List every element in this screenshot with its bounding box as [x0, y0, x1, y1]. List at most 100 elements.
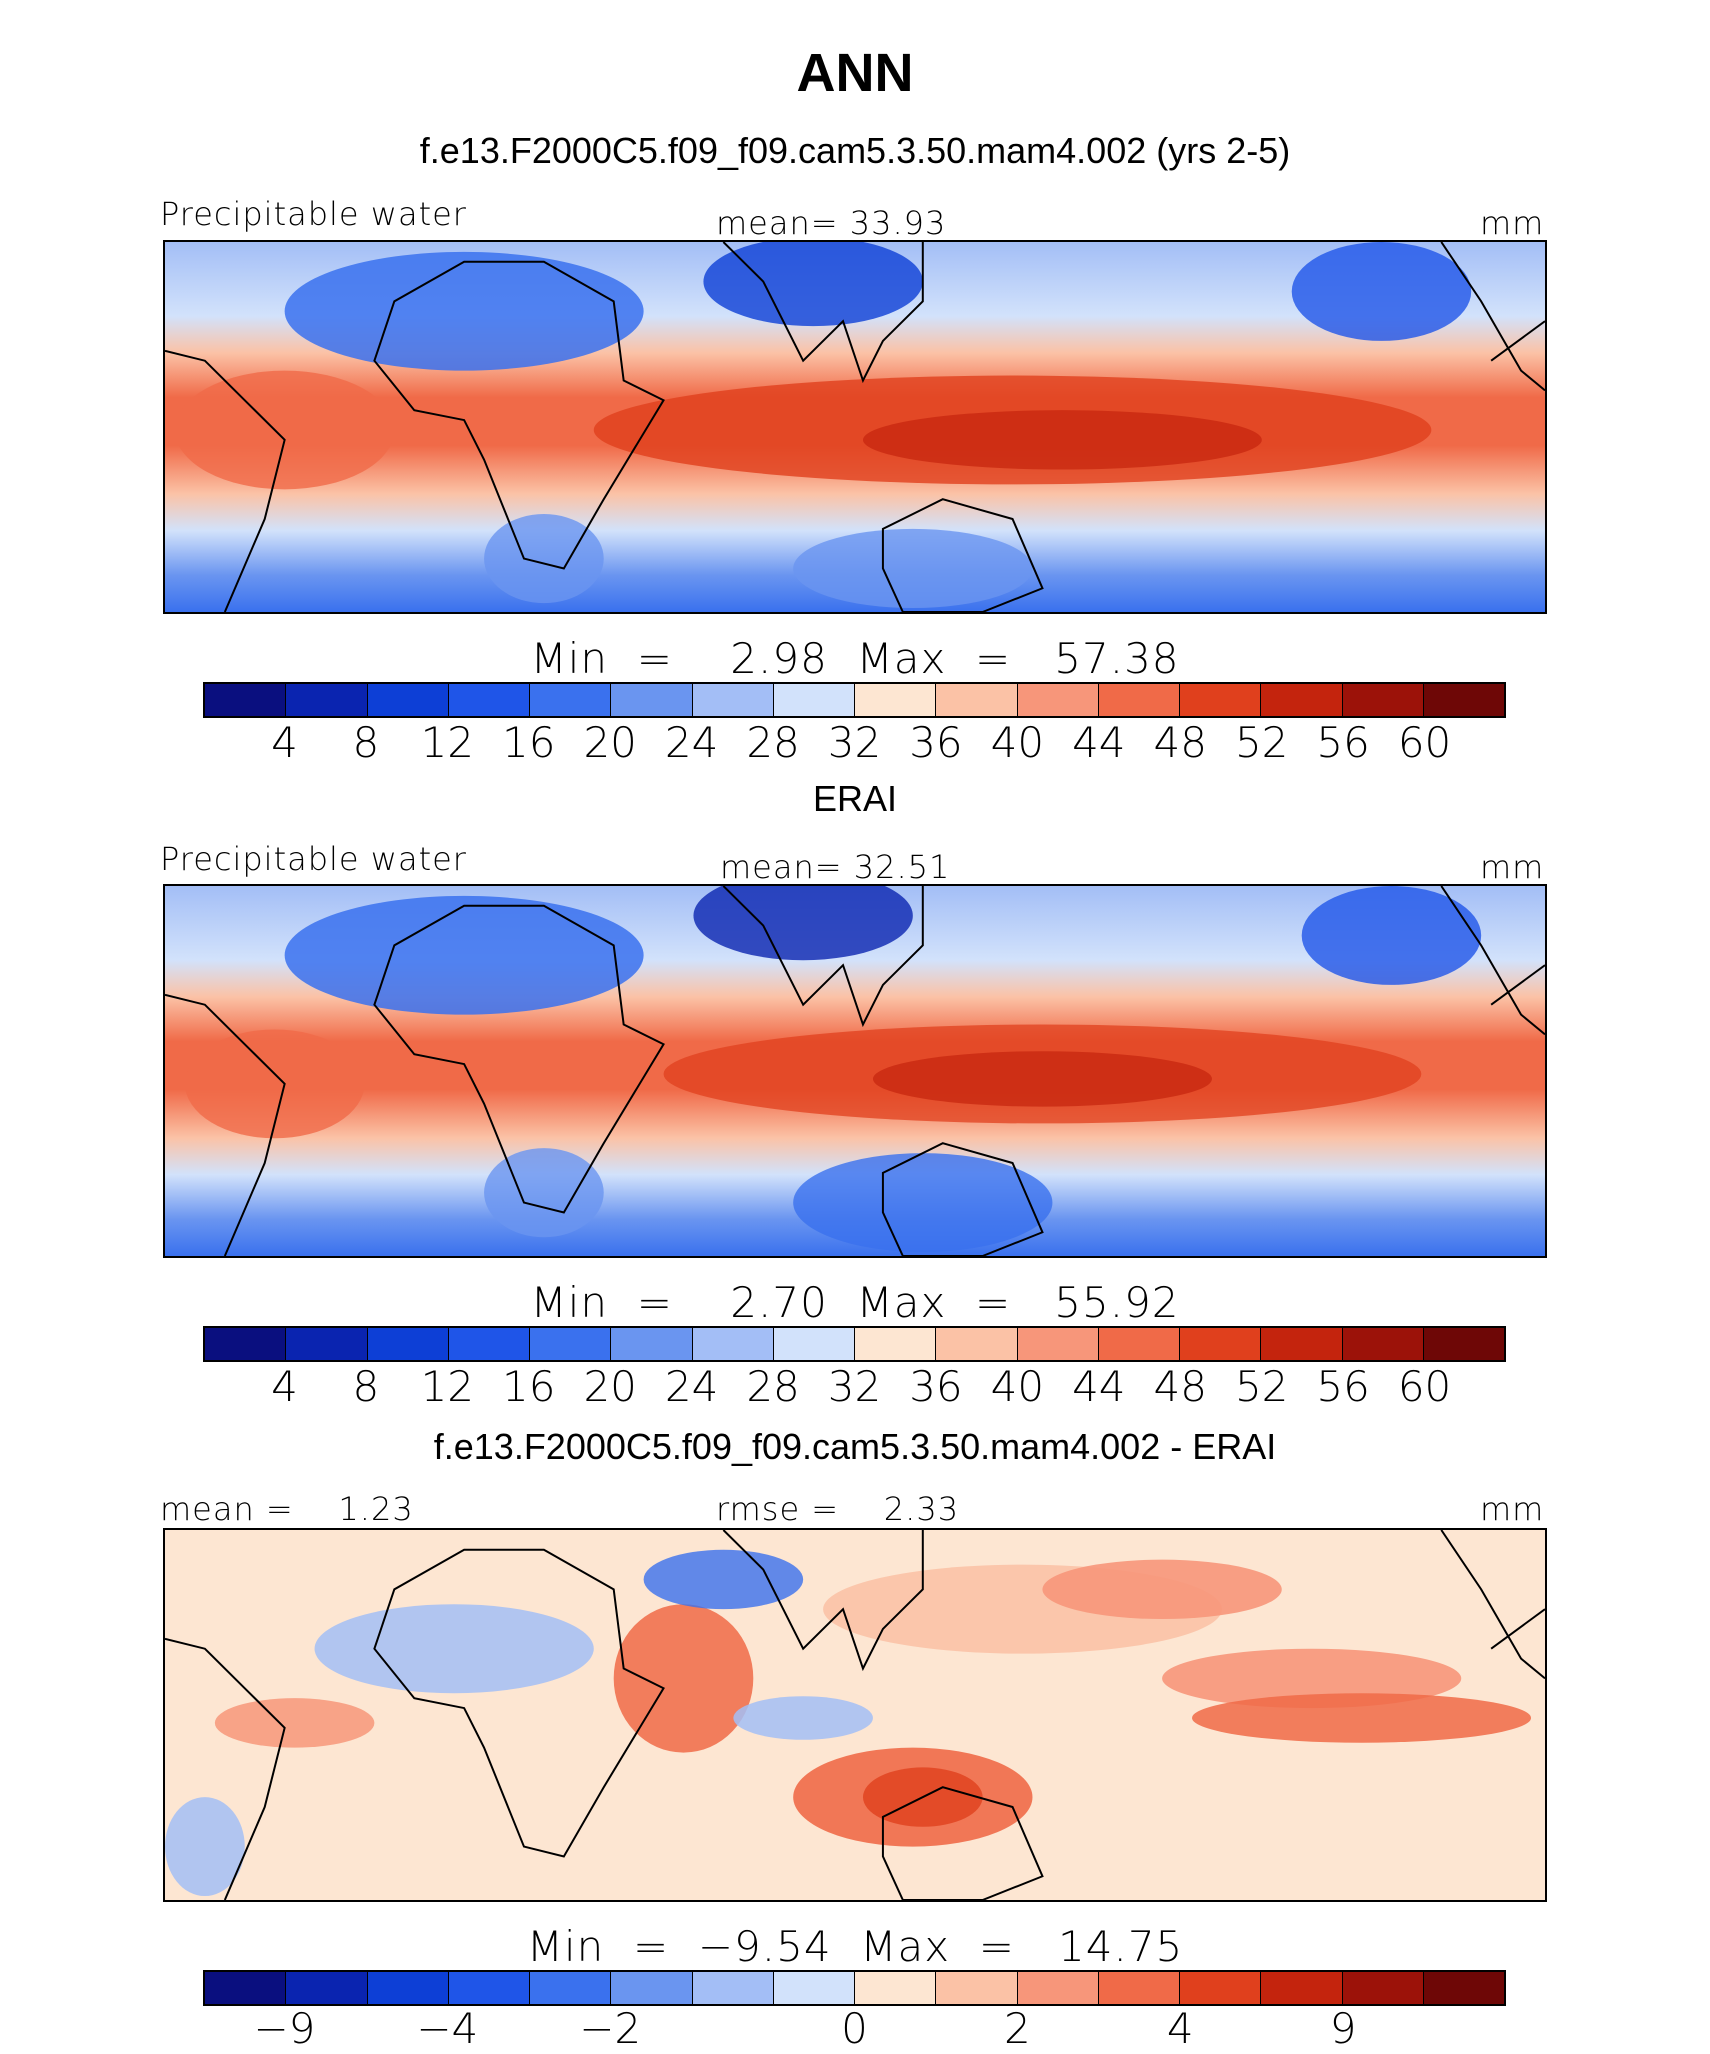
panel3-colorbar-cell [1017, 1972, 1099, 2004]
panel2-colorbar-cell [448, 1328, 530, 1360]
panel2-units-label: mm [1480, 848, 1545, 886]
panel2-tick-label: 48 [1153, 1362, 1207, 1411]
panel2-tick-label: 16 [502, 1362, 556, 1411]
panel1-map [163, 240, 1547, 614]
panel1-minmax: Min = 2.98 Max = 57.38 [530, 634, 1180, 683]
panel1-colorbar-cell [1261, 684, 1343, 716]
panel2-tick-label: 44 [1072, 1362, 1126, 1411]
panel2-minmax: Min = 2.70 Max = 55.92 [530, 1278, 1180, 1327]
panel1-colorbar-cell [367, 684, 449, 716]
panel3-colorbar-cell [1261, 1972, 1343, 2004]
panel2-tick-label: 36 [909, 1362, 963, 1411]
panel1-tick-label: 44 [1072, 718, 1126, 767]
panel1-colorbar [203, 682, 1506, 718]
panel1-colorbar-cell [1342, 684, 1424, 716]
panel3-colorbar-cell [936, 1972, 1018, 2004]
panel3-colorbar-ticks: −9 −4 −2 0 2 4 9 [203, 2004, 1506, 2054]
panel2-tick-label: 56 [1316, 1362, 1370, 1411]
panel3-colorbar-cell [1098, 1972, 1180, 2004]
panel2-colorbar-cell [1180, 1328, 1262, 1360]
panel2-variable-label: Precipitable water [160, 840, 467, 878]
panel3-subtitle: f.e13.F2000C5.f09_f09.cam5.3.50.mam4.002… [433, 1426, 1277, 1467]
panel3-colorbar-cell [692, 1972, 774, 2004]
panel2-colorbar-cell [1342, 1328, 1424, 1360]
panel3-colorbar-cell [205, 1972, 287, 2004]
panel3-colorbar-cell [1342, 1972, 1424, 2004]
panel3-colorbar [203, 1970, 1506, 2006]
panel2-colorbar-cell [773, 1328, 855, 1360]
panel2-colorbar-cell [855, 1328, 937, 1360]
panel2-subtitle: ERAI [812, 778, 898, 819]
panel3-colorbar-cell [1423, 1972, 1504, 2004]
panel1-colorbar-cell [1098, 684, 1180, 716]
panel2-map-canvas [165, 886, 1545, 1256]
panel2-tick-label: 12 [420, 1362, 475, 1411]
panel2-tick-label: 4 [271, 1362, 298, 1411]
panel2-colorbar-cell [367, 1328, 449, 1360]
panel1-colorbar-cell [936, 684, 1018, 716]
panel3-rmse-label: rmse = 2.33 [716, 1490, 960, 1528]
panel2-colorbar [203, 1326, 1506, 1362]
panel3-colorbar-cell [773, 1972, 855, 2004]
panel1-tick-label: 28 [746, 718, 800, 767]
panel3-minmax: Min = −9.54 Max = 14.75 [526, 1922, 1184, 1971]
panel2-tick-label: 60 [1397, 1362, 1452, 1411]
panel1-colorbar-cell [773, 684, 855, 716]
panel1-colorbar-ticks: 4 8 12 16 20 24 28 32 36 40 44 48 52 56 60 [203, 718, 1506, 768]
panel1-tick-label: 56 [1316, 718, 1370, 767]
panel1-variable-label: Precipitable water [160, 195, 467, 233]
panel2-tick-label: 28 [746, 1362, 800, 1411]
panel1-colorbar-cell [1017, 684, 1099, 716]
panel2-tick-label: 20 [583, 1362, 637, 1411]
panel1-colorbar-cell [1423, 684, 1504, 716]
panel1-colorbar-cell [611, 684, 693, 716]
panel3-tick-label: −4 [416, 2004, 479, 2053]
panel1-colorbar-cell [1180, 684, 1262, 716]
panel1-tick-label: 32 [827, 718, 882, 767]
panel3-colorbar-cell [367, 1972, 449, 2004]
panel1-map-canvas [165, 242, 1545, 612]
panel2-tick-label: 24 [664, 1362, 719, 1411]
panel2-colorbar-cell [1423, 1328, 1504, 1360]
panel1-tick-label: 4 [271, 718, 298, 767]
panel3-units-label: mm [1480, 1490, 1545, 1528]
panel2-colorbar-cell [936, 1328, 1018, 1360]
panel3-tick-label: 4 [1166, 2004, 1194, 2053]
panel2-tick-label: 40 [990, 1362, 1045, 1411]
panel3-tick-label: 0 [841, 2004, 868, 2053]
panel3-tick-label: −9 [253, 2004, 316, 2053]
panel2-map [163, 884, 1547, 1258]
panel3-tick-label: 2 [1004, 2004, 1031, 2053]
panel2-tick-label: 52 [1234, 1362, 1289, 1411]
panel2-colorbar-cell [692, 1328, 774, 1360]
panel3-colorbar-cell [530, 1972, 612, 2004]
panel3-colorbar-cell [855, 1972, 937, 2004]
panel1-colorbar-cell [286, 684, 368, 716]
panel1-colorbar-cell [530, 684, 612, 716]
panel1-tick-label: 40 [990, 718, 1045, 767]
panel1-colorbar-cell [205, 684, 287, 716]
panel2-colorbar-cell [205, 1328, 287, 1360]
panel2-colorbar-cell [1017, 1328, 1099, 1360]
figure-title: ANN [796, 43, 914, 103]
panel1-tick-label: 60 [1397, 718, 1452, 767]
panel3-colorbar-cell [286, 1972, 368, 2004]
panel1-colorbar-cell [855, 684, 937, 716]
panel1-tick-label: 24 [664, 718, 719, 767]
panel2-colorbar-ticks: 4 8 12 16 20 24 28 32 36 40 44 48 52 56 60 [203, 1362, 1506, 1412]
panel1-tick-label: 20 [583, 718, 637, 767]
panel3-colorbar-cell [1180, 1972, 1262, 2004]
panel2-mean-label: mean= 32.51 [720, 848, 951, 886]
panel2-colorbar-cell [530, 1328, 612, 1360]
panel2-colorbar-cell [286, 1328, 368, 1360]
panel3-mean-label: mean = 1.23 [160, 1490, 414, 1528]
panel1-mean-label: mean= 33.93 [716, 204, 947, 242]
panel2-tick-label: 32 [827, 1362, 882, 1411]
panel3-colorbar-cell [611, 1972, 693, 2004]
panel3-tick-label: −2 [579, 2004, 642, 2053]
panel1-tick-label: 12 [420, 718, 475, 767]
panel3-map-canvas [165, 1530, 1545, 1900]
panel2-colorbar-cell [1098, 1328, 1180, 1360]
panel3-tick-label: 9 [1329, 2004, 1357, 2053]
panel1-colorbar-cell [692, 684, 774, 716]
